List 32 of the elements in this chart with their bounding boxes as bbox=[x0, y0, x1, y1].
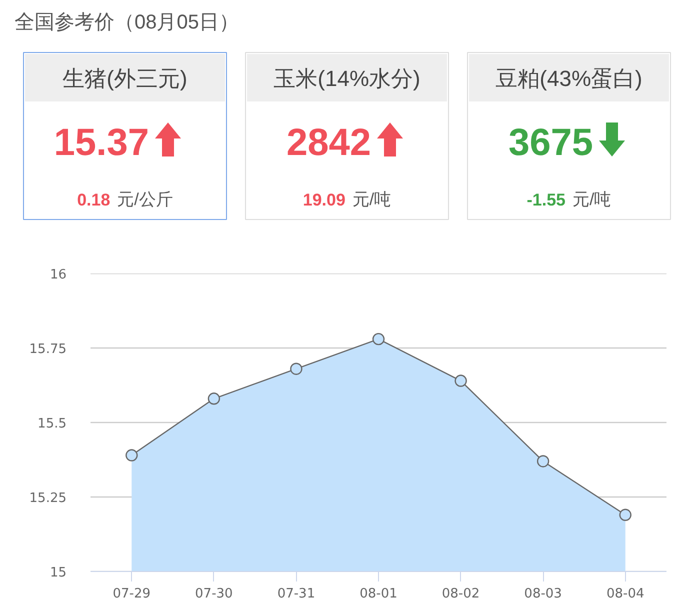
data-label: 15.37 bbox=[54, 122, 149, 164]
y-tick-label: 15.25 bbox=[29, 491, 66, 506]
point bbox=[208, 392, 220, 405]
category-label: 玉米(14%水分) bbox=[274, 66, 420, 91]
y-tick-label: 16 bbox=[50, 268, 67, 282]
point bbox=[372, 332, 385, 346]
data-label: 2842 bbox=[286, 122, 372, 164]
x-tick-label: 07-30 bbox=[195, 586, 233, 602]
text: 元/公斤 bbox=[117, 190, 173, 209]
x-tick-label: 08-04 bbox=[606, 586, 644, 602]
point bbox=[619, 508, 632, 521]
category-label: 豆粕(43%蛋白) bbox=[496, 66, 642, 91]
data-label: 0.18 bbox=[77, 190, 110, 210]
y-tick-label: 15.5 bbox=[38, 416, 67, 432]
x-tick-label: 08-01 bbox=[360, 586, 398, 602]
x-tick-label: 08-03 bbox=[524, 586, 562, 602]
text: 元/吨 bbox=[572, 190, 612, 209]
text: 元/吨 bbox=[352, 190, 392, 209]
x-tick-label: 08-02 bbox=[442, 586, 480, 602]
data-label: 3675 bbox=[508, 122, 594, 164]
data-label: 19.09 bbox=[302, 190, 346, 210]
y-tick-label: 15 bbox=[50, 566, 67, 580]
text: 全国参考价（08月05日） bbox=[14, 12, 239, 34]
category-label: 生猪(外三元) bbox=[62, 66, 188, 91]
x-tick-label: 07-29 bbox=[112, 586, 151, 602]
point bbox=[536, 455, 550, 468]
data-label: -1.55 bbox=[526, 190, 566, 210]
point bbox=[126, 449, 138, 462]
x-tick-label: 07-31 bbox=[277, 586, 316, 602]
y-tick-label: 15.75 bbox=[29, 342, 66, 357]
point bbox=[290, 362, 302, 375]
point bbox=[454, 374, 467, 387]
